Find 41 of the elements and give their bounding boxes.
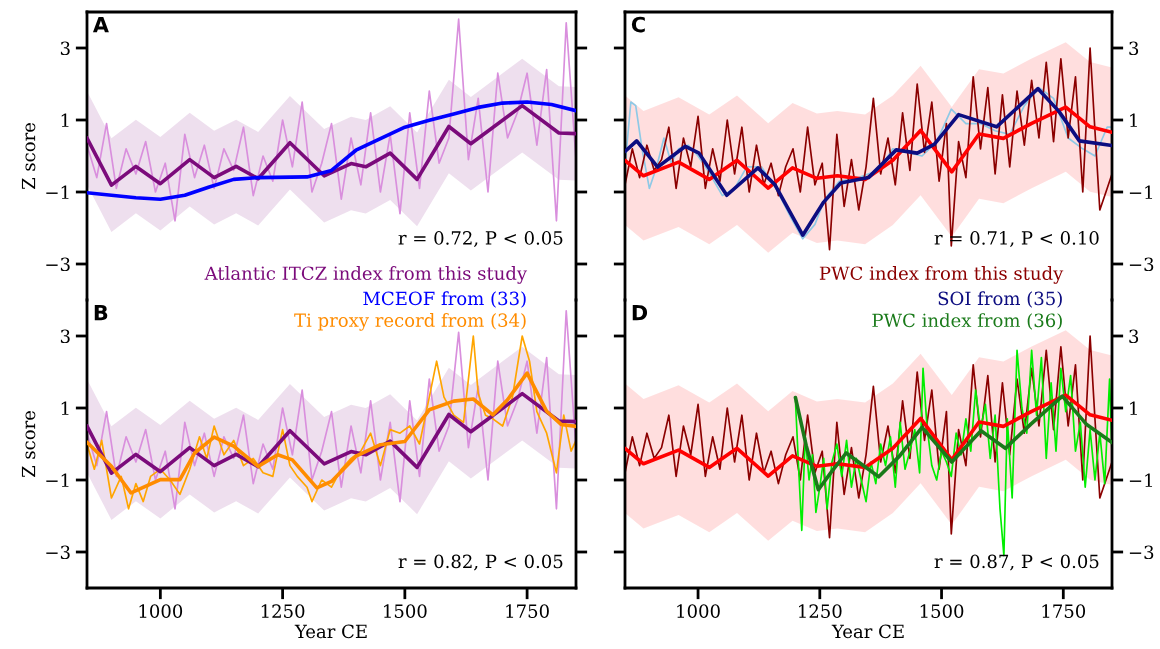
y-tick-label: −1 xyxy=(1129,473,1153,487)
text: Atlantic ITCZ index from this study xyxy=(204,266,528,284)
text: MCEOF from (33) xyxy=(363,291,526,308)
x-tick-label: 1250 xyxy=(261,604,305,618)
annotation: r = 0.87, P < 0.05 xyxy=(934,554,1099,571)
x-axis-title: Year CE xyxy=(294,624,367,639)
x-tick-label: 1250 xyxy=(799,604,842,618)
y-tick-label: 1 xyxy=(61,401,69,415)
y-tick-label: −3 xyxy=(1129,545,1154,560)
x-tick-label: 1750 xyxy=(1042,604,1086,618)
series-label: PWC index from this study xyxy=(819,266,1064,284)
annotation: r = 0.72, P < 0.05 xyxy=(398,231,563,247)
chart-title: D xyxy=(632,304,648,321)
x-tick-label: 1750 xyxy=(506,604,549,618)
y-tick-label: 3 xyxy=(60,41,70,56)
y-tick-label: 3 xyxy=(1129,329,1139,344)
x-tick-label: 1500 xyxy=(920,604,964,618)
text: PWC index from (36) xyxy=(872,313,1062,330)
y-tick-label: −3 xyxy=(46,257,70,272)
y-tick-label: 3 xyxy=(60,329,70,344)
chart-title: C xyxy=(631,16,645,33)
y-axis-title: Z score xyxy=(21,122,36,190)
y-tick-label: 1 xyxy=(61,113,69,127)
x-tick-label: 1000 xyxy=(139,604,183,618)
x-tick-label: 1000 xyxy=(677,604,720,618)
y-tick-label: 1 xyxy=(1130,113,1137,127)
chart-title: B xyxy=(94,304,108,321)
chart-title: A xyxy=(92,16,109,33)
text: Ti proxy record from (34) xyxy=(294,313,526,331)
y-tick-label: −1 xyxy=(46,473,69,487)
y-tick-label: 1 xyxy=(1130,401,1137,415)
y-axis-title: Z score xyxy=(21,410,36,478)
y-tick-label: −3 xyxy=(46,545,70,560)
y-tick-label: 3 xyxy=(1129,41,1139,56)
y-tick-label: −1 xyxy=(46,185,69,199)
annotation: r = 0.82, P < 0.05 xyxy=(398,554,563,571)
x-axis-title: Year CE xyxy=(831,624,904,639)
y-tick-label: −1 xyxy=(1129,185,1153,199)
x-tick-label: 1500 xyxy=(384,604,427,618)
y-tick-label: −3 xyxy=(1129,257,1154,272)
text: SOI from (35) xyxy=(938,291,1062,308)
